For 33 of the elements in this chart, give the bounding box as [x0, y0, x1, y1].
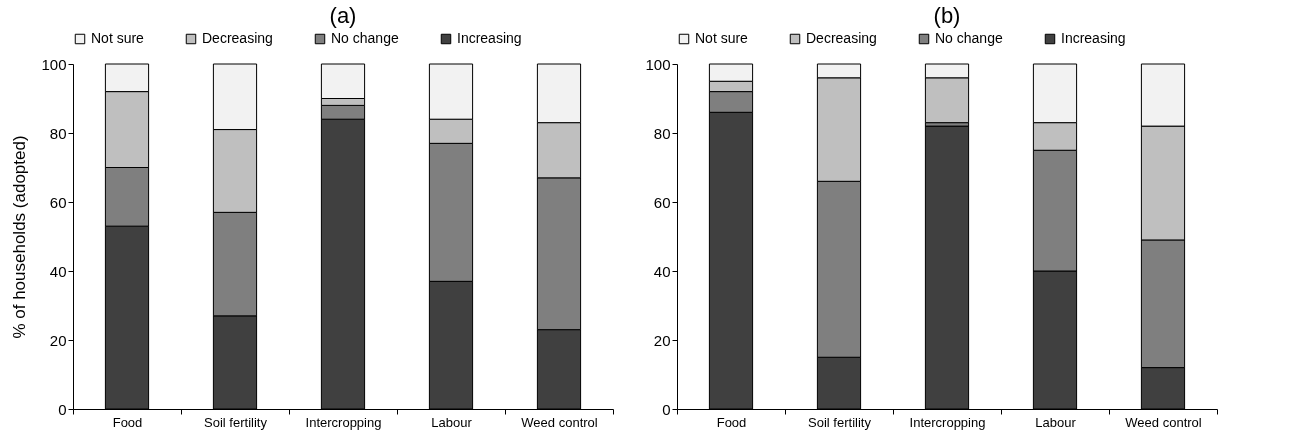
y-tick-label: 0 — [662, 400, 671, 418]
legend-label: No change — [935, 30, 1003, 46]
x-tick-label: Weed control — [521, 414, 598, 430]
x-tick-label: Intercropping — [909, 414, 986, 430]
chart-title: (a) — [329, 3, 357, 28]
x-tick-label: Intercropping — [305, 414, 382, 430]
y-tick-label: 60 — [49, 193, 67, 211]
legend-label: Not sure — [91, 30, 145, 46]
legend-label: Decreasing — [202, 30, 273, 46]
x-tick-label: Weed control — [1125, 414, 1202, 430]
y-axis-title: % of households (adopted) — [10, 135, 30, 339]
legend-label: Increasing — [457, 30, 522, 46]
y-tick-label: 20 — [49, 331, 67, 349]
y-tick-label: 40 — [653, 262, 671, 280]
x-tick-label: Food — [112, 414, 143, 430]
chart-title: (b) — [933, 3, 961, 28]
x-tick-label: Labour — [431, 414, 473, 430]
y-tick-label: 0 — [58, 400, 67, 418]
legend-label: Increasing — [1061, 30, 1126, 46]
y-tick-label: 100 — [41, 55, 67, 73]
y-tick-label: 20 — [653, 331, 671, 349]
y-tick-label: 100 — [645, 55, 671, 73]
x-tick-label: Soil fertility — [204, 414, 268, 430]
x-tick-label: Labour — [1035, 414, 1077, 430]
x-tick-label: Soil fertility — [808, 414, 872, 430]
x-tick-label: Food — [716, 414, 747, 430]
legend-label: Not sure — [695, 30, 749, 46]
y-tick-label: 80 — [653, 124, 671, 142]
y-tick-label: 40 — [49, 262, 67, 280]
legend-label: No change — [331, 30, 399, 46]
y-tick-label: 60 — [653, 193, 671, 211]
legend-label: Decreasing — [806, 30, 877, 46]
y-tick-label: 80 — [49, 124, 67, 142]
